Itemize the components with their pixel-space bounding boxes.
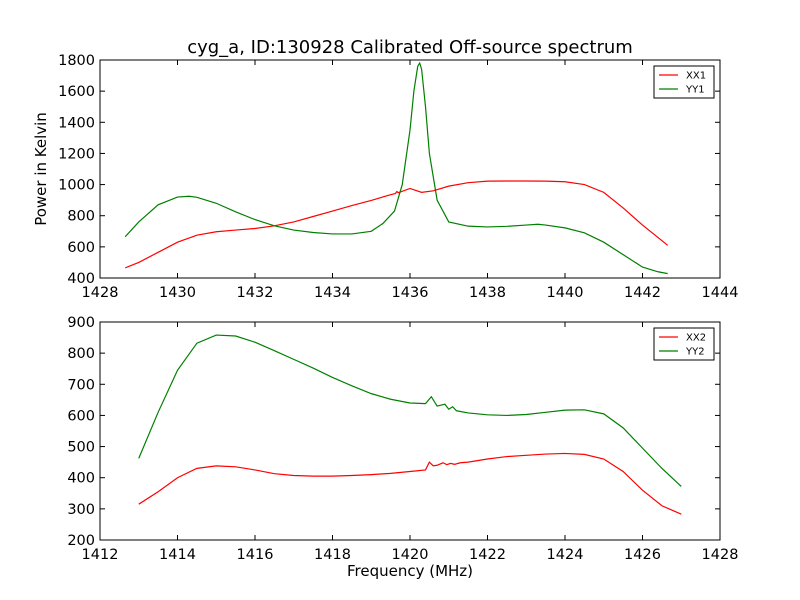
x-tick-label: 1438: [469, 285, 506, 301]
y-tick-label: 600: [67, 408, 95, 424]
series-line-yy1: [124, 61, 668, 275]
y-axis-label: Power in Kelvin: [32, 112, 50, 226]
y-tick-label: 600: [67, 240, 95, 256]
x-tick-label: 1430: [159, 285, 196, 301]
legend-label-xx1: XX1: [686, 71, 706, 82]
x-tick-label: 1434: [314, 285, 351, 301]
x-tick-label: 1426: [624, 547, 661, 563]
series-line-xx1: [124, 180, 669, 269]
x-tick-label: 1416: [237, 547, 274, 563]
x-tick-label: 1440: [547, 285, 584, 301]
bottom-plot: 1412 1414 1416 1418 1420 1422 1424 1426 1428 200 3…: [67, 315, 738, 580]
legend-label-yy1: YY1: [685, 85, 705, 96]
y-tick-label: 1000: [58, 178, 95, 194]
series-line-yy2: [138, 334, 682, 487]
legend-box: [653, 327, 715, 361]
y-tick-label: 900: [67, 315, 95, 331]
x-tick-label: 1428: [702, 547, 739, 563]
x-tick-label: 1444: [702, 285, 739, 301]
y-tick-label: 1400: [58, 115, 95, 131]
x-tick-label: 1428: [82, 285, 119, 301]
x-tick-label: 1424: [547, 547, 584, 563]
legend-label-xx2: XX2: [686, 333, 706, 344]
y-tick-label: 400: [67, 471, 95, 487]
x-tick-label: 1412: [82, 547, 119, 563]
chart-title: cyg_a, ID:130928 Calibrated Off-source s…: [187, 37, 633, 58]
series-line-xx2: [138, 452, 682, 515]
y-tick-label: 500: [67, 440, 95, 456]
x-axis-label: Frequency (MHz): [347, 562, 473, 580]
y-tick-label: 800: [67, 209, 95, 225]
x-tick-label: 1414: [159, 547, 196, 563]
y-tick-label: 800: [67, 346, 95, 362]
x-tick-label: 1432: [237, 285, 274, 301]
x-tick-label: 1442: [624, 285, 661, 301]
x-tick-label: 1422: [469, 547, 506, 563]
x-tick-label: 1436: [392, 285, 429, 301]
y-tick-label: 400: [67, 271, 95, 287]
x-tick-label: 1420: [392, 547, 429, 563]
y-tick-label: 200: [67, 533, 95, 549]
y-tick-label: 1200: [58, 146, 95, 162]
y-tick-label: 700: [67, 377, 95, 393]
legend-box: [653, 65, 715, 99]
y-tick-label: 1800: [58, 53, 95, 69]
y-tick-label: 1600: [58, 84, 95, 100]
legend-label-yy2: YY2: [685, 347, 705, 358]
x-tick-label: 1418: [314, 547, 351, 563]
top-plot: 1428 1430 1432 1434 1436 1438 1440 1442 1444 400 6…: [32, 53, 738, 301]
y-tick-label: 300: [67, 502, 95, 518]
